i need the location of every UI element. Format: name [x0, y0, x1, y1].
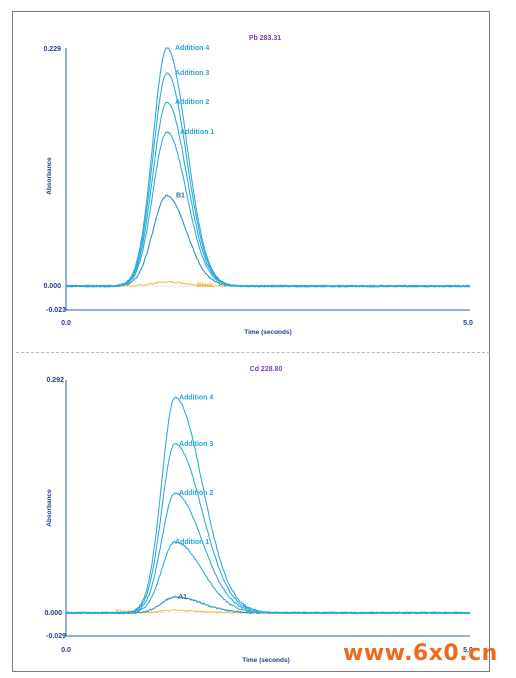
series-line-addition-3: [65, 72, 471, 288]
x-tick-start-cd: 0.0: [61, 647, 71, 654]
series-label-b1: B1: [176, 193, 185, 200]
y-axis-title-pb: Absorbance: [46, 157, 53, 195]
plot-area-pb: Blank B1 Addition 1 Addition 2 Addition 3 Add…: [65, 45, 471, 311]
series-label-addition-3: Addition 3: [179, 441, 213, 448]
panel-divider: [16, 352, 490, 353]
series-label-a1: A1: [178, 594, 187, 601]
series-label-addition-2: Addition 2: [179, 490, 213, 497]
x-tick-start-pb: 0.0: [61, 320, 71, 327]
y-axis-title-cd: Absorbance: [46, 489, 53, 527]
series-label-addition-1: Addition 1: [180, 129, 214, 136]
y-tick-zero-pb: 0.000: [43, 283, 61, 290]
figure-frame: [12, 11, 490, 672]
series-label-addition-1: Addition 1: [175, 539, 209, 546]
x-axis-title-cd: Time (seconds): [242, 657, 290, 664]
y-tick-zero-cd: 0.000: [44, 610, 62, 617]
series-label-addition-2: Addition 2: [175, 99, 209, 106]
chart-title-pb: Pb 283.31: [249, 35, 281, 42]
x-axis-title-pb: Time (seconds): [244, 329, 292, 336]
series-line-addition-2: [65, 492, 471, 615]
series-line-addition-4: [65, 47, 471, 288]
watermark: www.6x0.cn: [343, 641, 498, 666]
series-label-addition-4: Addition 4: [175, 45, 209, 52]
series-line-addition-3: [65, 443, 471, 615]
y-tick-bottom-cd: -0.029: [46, 633, 66, 640]
x-tick-end-pb: 5.0: [463, 320, 473, 327]
series-line-addition-1: [65, 131, 471, 288]
series-label-addition-4: Addition 4: [179, 395, 213, 402]
y-tick-top-pb: 0.229: [43, 46, 61, 53]
chart-pb: Pb 283.31 Absorbance Time (seconds) 0.22…: [43, 35, 473, 336]
y-tick-bottom-pb: -0.023: [46, 307, 66, 314]
y-tick-top-cd: 0.292: [46, 377, 64, 384]
chart-title-cd: Cd 228.80: [250, 366, 283, 373]
series-line-b1: [65, 194, 471, 288]
series-line-addition-1: [65, 540, 471, 615]
series-label-addition-3: Addition 3: [175, 70, 209, 77]
series-line-addition-4: [65, 396, 471, 615]
x-tick-end-cd: 5.0: [463, 647, 473, 654]
series-line-addition-2: [65, 101, 471, 288]
chart-cd: Cd 228.80 Absorbance Time (seconds) 0.29…: [44, 366, 473, 664]
series-label-blank: Blank: [197, 283, 214, 289]
